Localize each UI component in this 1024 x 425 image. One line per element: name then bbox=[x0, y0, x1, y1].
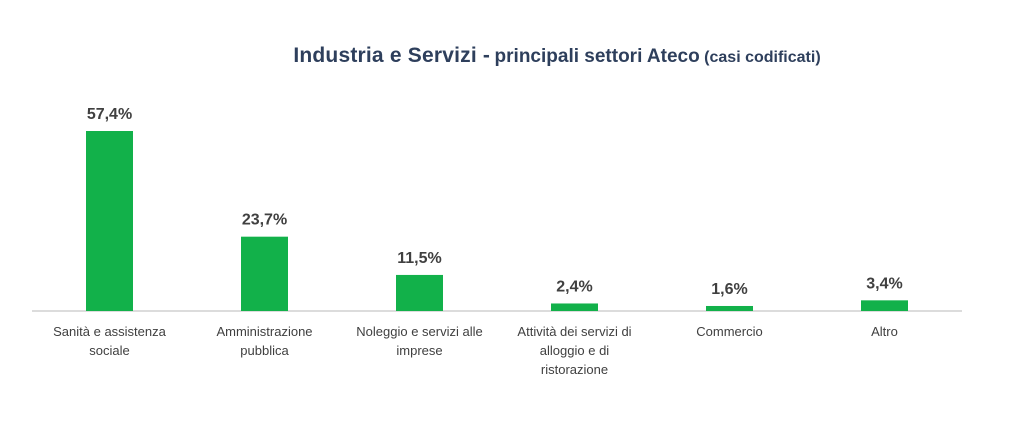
x-tick-label-2-line-1: Amministrazione bbox=[216, 324, 312, 339]
x-tick-label-2-line-2: pubblica bbox=[240, 343, 289, 358]
x-tick-label-6: Altro bbox=[871, 324, 898, 339]
data-label-4: 2,4% bbox=[556, 278, 592, 295]
chart-title: Industria e Servizi - principali settori… bbox=[0, 44, 1024, 68]
data-label-3: 11,5% bbox=[397, 250, 441, 267]
x-tick-label-5: Commercio bbox=[696, 324, 762, 339]
chart-title-sub: principali settori Ateco bbox=[494, 46, 700, 67]
x-tick-label-4-line-1: Attività dei servizi di bbox=[517, 324, 631, 339]
x-tick-label-4-line-3: ristorazione bbox=[541, 362, 608, 377]
data-label-5: 1,6% bbox=[711, 281, 747, 298]
x-tick-label-3-line-1: Noleggio e servizi alle bbox=[356, 324, 482, 339]
bar-1 bbox=[86, 131, 133, 311]
x-tick-label-4-line-2: alloggio e di bbox=[540, 343, 609, 358]
bar-4 bbox=[551, 303, 598, 311]
data-label-2: 23,7% bbox=[242, 212, 287, 229]
x-tick-label-3-line-2: imprese bbox=[396, 343, 442, 358]
x-tick-label-1-line-1: Sanità e assistenza bbox=[53, 324, 167, 339]
bar-6 bbox=[861, 300, 908, 311]
bar-2 bbox=[241, 236, 288, 311]
bar-5 bbox=[706, 305, 753, 311]
x-tick-label-1-line-2: sociale bbox=[89, 343, 129, 358]
data-label-6: 3,4% bbox=[866, 275, 902, 292]
data-label-1: 57,4% bbox=[87, 106, 132, 123]
chart-title-note: (casi codificati) bbox=[704, 49, 821, 66]
chart-title-main: Industria e Servizi - bbox=[293, 44, 491, 67]
bar-3 bbox=[396, 274, 443, 311]
